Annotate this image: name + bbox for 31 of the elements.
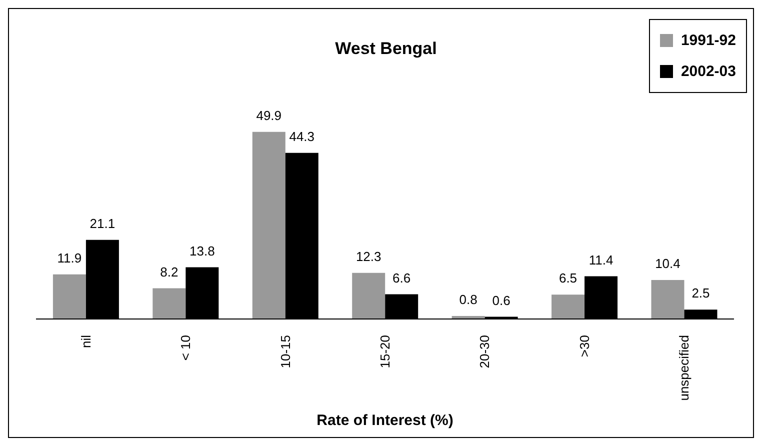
- bar: [252, 132, 286, 319]
- chart-title: West Bengal: [335, 39, 437, 58]
- data-label: 44.3: [289, 128, 315, 144]
- data-label: 0.6: [492, 292, 510, 308]
- data-label: 11.4: [588, 252, 614, 268]
- data-label: 8.2: [160, 264, 178, 280]
- legend-label: 2002-03: [680, 63, 736, 80]
- x-tick-label: nil: [78, 334, 94, 348]
- x-tick-label: 20-30: [477, 335, 492, 368]
- legend-label: 1991-92: [680, 32, 736, 49]
- data-label: 21.1: [90, 216, 116, 231]
- x-tick-label: 10-15: [278, 335, 293, 368]
- data-label: 10.4: [655, 256, 680, 271]
- bar: [651, 280, 684, 319]
- x-tick-label: < 10: [178, 335, 194, 361]
- x-tick-label: >30: [576, 335, 592, 358]
- data-label: 11.9: [57, 250, 82, 266]
- bar: [152, 288, 186, 319]
- data-label: 6.6: [392, 270, 411, 286]
- x-axis-title: Rate of Interest (%): [316, 412, 454, 429]
- x-tick-label: unspecified: [676, 335, 692, 401]
- bar: [352, 272, 386, 319]
- data-label: 13.8: [190, 243, 215, 258]
- data-label: 12.3: [356, 248, 382, 264]
- bar: [552, 294, 585, 319]
- x-tick-label: 15-20: [378, 335, 392, 368]
- data-label: 49.9: [256, 108, 282, 123]
- bar: [52, 274, 86, 319]
- data-label: 2.5: [692, 286, 710, 301]
- data-label: 0.8: [459, 292, 478, 307]
- data-label: 6.5: [558, 270, 578, 286]
